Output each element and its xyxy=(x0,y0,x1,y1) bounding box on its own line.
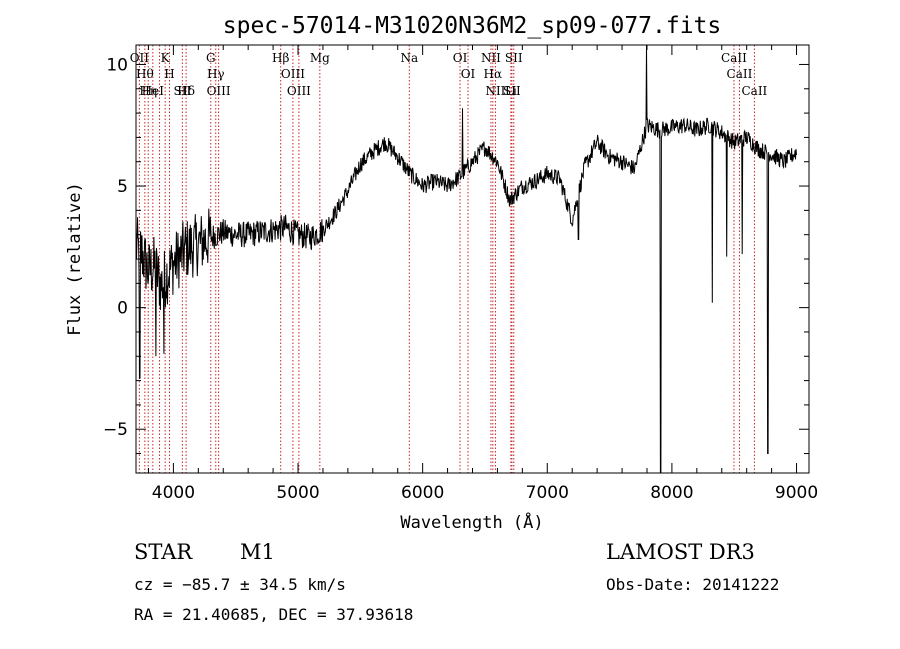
spectral-line-label: Hη xyxy=(139,84,157,98)
coordinates: RA = 21.40685, DEC = 37.93618 xyxy=(134,605,413,624)
spectral-line-label: K xyxy=(161,51,171,65)
x-axis-ticks: 4000 5000 6000 7000 8000 9000 xyxy=(147,45,818,503)
spectral-line-label: SII xyxy=(505,51,523,65)
spectral-line-label: CaII xyxy=(727,67,753,81)
plot-frame xyxy=(135,44,810,474)
x-tick-label: 8000 xyxy=(650,483,693,503)
spectral-line-label: Mg xyxy=(310,51,330,65)
x-axis-label: Wavelength (Å) xyxy=(400,511,543,533)
object-subclass: M1 xyxy=(240,540,275,564)
spectral-line-label: OI xyxy=(461,67,476,81)
y-tick-label: 5 xyxy=(117,177,128,197)
spectral-line-label: OI xyxy=(453,51,468,65)
object-class: STAR xyxy=(134,540,193,564)
obs-date: Obs-Date: 20141222 xyxy=(606,575,779,594)
y-tick-label: 10 xyxy=(106,55,128,75)
chart-title: spec-57014-M31020N36M2_sp09-077.fits xyxy=(223,13,722,39)
x-tick-label: 6000 xyxy=(401,483,444,503)
spectral-line-label: CaII xyxy=(741,84,767,98)
spectral-line-label: Hδ xyxy=(177,84,195,98)
x-tick-label: 5000 xyxy=(276,483,319,503)
spectral-line-label: NII xyxy=(485,84,505,98)
spectral-line-label: Hθ xyxy=(136,67,154,81)
y-tick-label: 0 xyxy=(117,299,128,319)
x-tick-label: 7000 xyxy=(526,483,569,503)
spectral-line-label: OIII xyxy=(287,84,311,98)
spectral-line-label: CaII xyxy=(721,51,747,65)
spectrum-line xyxy=(135,44,797,474)
spectral-line-markers xyxy=(138,45,755,473)
spectral-line-label: SII xyxy=(174,84,192,98)
spectral-line-label: Li xyxy=(505,84,517,98)
spectral-line-label: Hβ xyxy=(272,51,289,65)
y-tick-label: −5 xyxy=(103,420,128,440)
y-axis-ticks: −5 0 5 10 xyxy=(103,55,809,455)
spectral-line-label: H xyxy=(164,67,174,81)
spectral-line-label: OIII xyxy=(207,84,231,98)
spectral-line-label: HeI xyxy=(142,84,165,98)
survey-name: LAMOST DR3 xyxy=(606,540,755,564)
x-tick-label: 9000 xyxy=(775,483,818,503)
spectral-line-label: Hγ xyxy=(207,67,225,81)
spectral-line-label: G xyxy=(206,51,216,65)
spectral-line-label: SII xyxy=(503,84,521,98)
spectral-line-label: Na xyxy=(400,51,418,65)
spectral-line-label: OIII xyxy=(281,67,305,81)
spectral-line-label: NII xyxy=(481,51,501,65)
x-tick-label: 4000 xyxy=(152,483,195,503)
spectral-line-label: OII xyxy=(130,51,150,65)
spectral-line-label: Hα xyxy=(484,67,503,81)
redshift-text: cz = −85.7 ± 34.5 km/s xyxy=(134,575,346,594)
y-axis-label: Flux (relative) xyxy=(65,182,85,336)
